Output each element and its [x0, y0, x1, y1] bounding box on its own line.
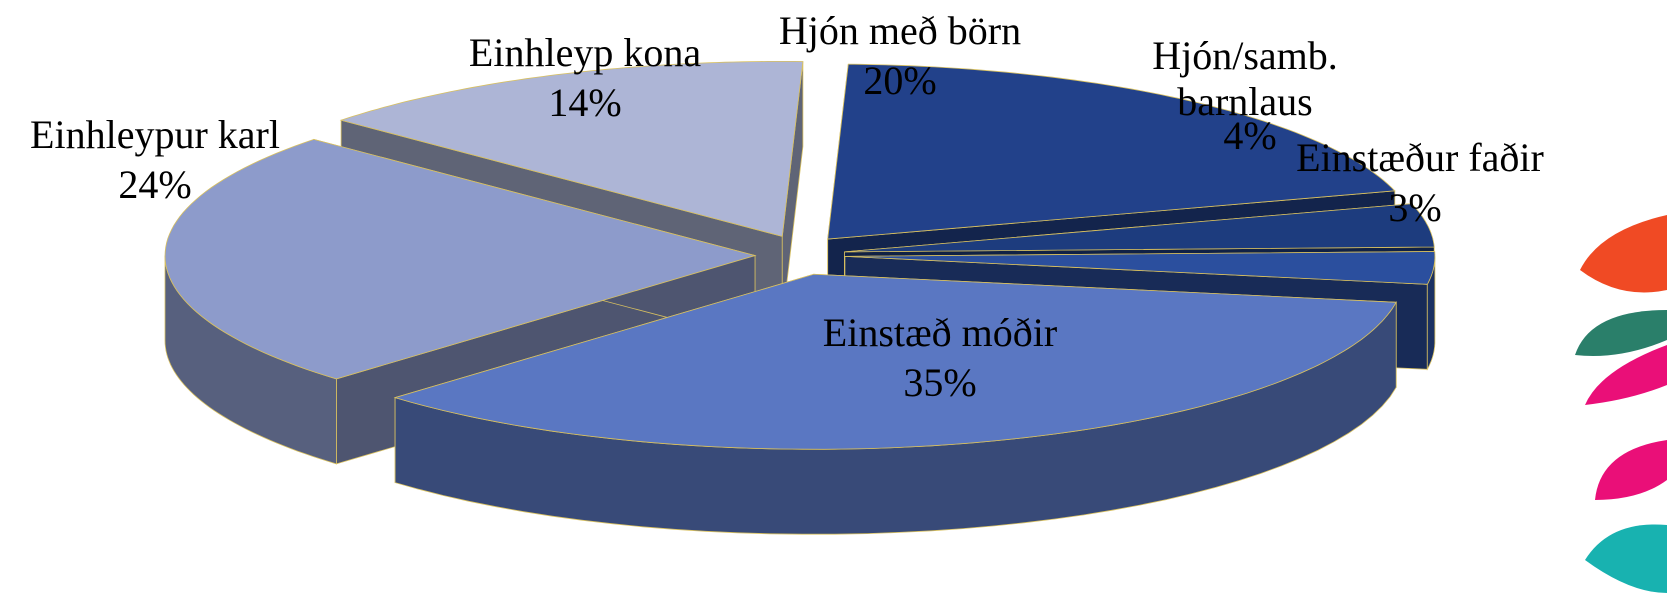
- slice: [844, 203, 1435, 253]
- slice-label: Einstæð móðir: [822, 310, 1058, 355]
- slice-label: Einhleypur karl: [30, 112, 280, 157]
- petal: [1580, 215, 1667, 293]
- slice: [393, 273, 1397, 450]
- petal: [1585, 524, 1667, 593]
- petal: [1585, 345, 1667, 405]
- decoration: [1575, 215, 1667, 593]
- slice: [844, 251, 1436, 285]
- slice-label: Einhleyp kona: [468, 30, 702, 75]
- petal: [1595, 440, 1667, 500]
- petal: [1575, 310, 1667, 356]
- slice: [339, 61, 804, 237]
- slice-label: 14%: [548, 80, 622, 125]
- slice-label: Einstæður faðir: [1296, 135, 1544, 180]
- slice-label: 4%: [1223, 113, 1277, 158]
- slice-label: Hjón með börn: [778, 8, 1022, 53]
- slice-label: 24%: [118, 162, 192, 207]
- slice-label: 35%: [903, 360, 977, 405]
- slice-label: Hjón/samb. barnlaus: [1152, 33, 1338, 124]
- slice: [164, 138, 757, 380]
- slice-label: 3%: [1388, 185, 1442, 230]
- slice: [827, 63, 1396, 240]
- slice-label: 20%: [863, 58, 937, 103]
